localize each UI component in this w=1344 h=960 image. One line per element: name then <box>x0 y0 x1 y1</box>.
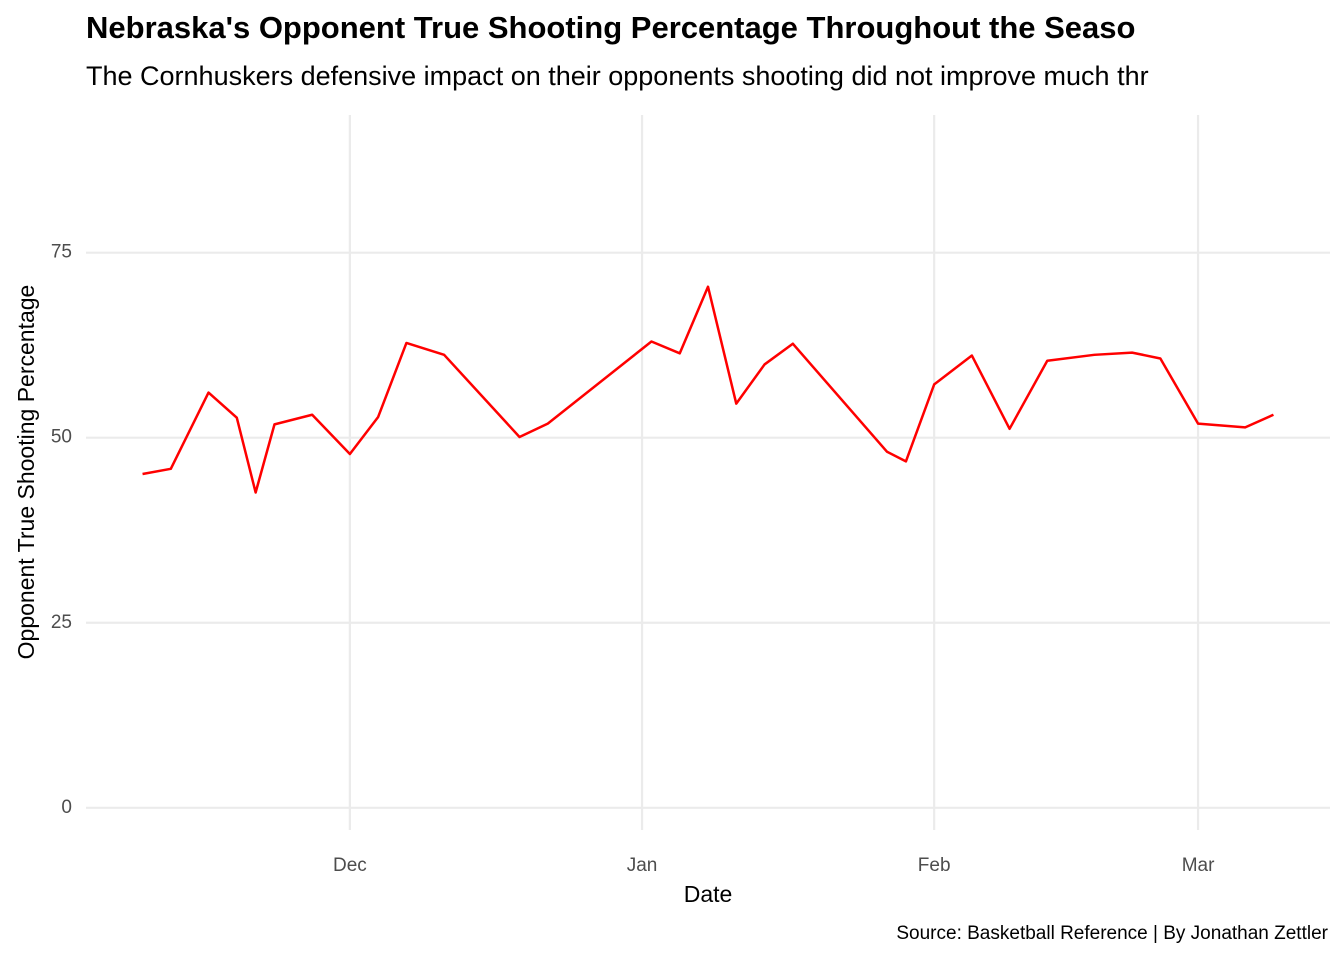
x-tick-label: Dec <box>333 855 367 876</box>
y-axis-label: Opponent True Shooting Percentage <box>13 285 39 660</box>
y-tick-label: 50 <box>51 427 72 448</box>
x-tick-label: Mar <box>1182 855 1215 876</box>
x-tick-label: Feb <box>918 855 951 876</box>
x-tick-label: Jan <box>627 855 658 876</box>
caption: Source: Basketball Reference | By Jonath… <box>896 923 1328 944</box>
y-tick-label: 75 <box>51 242 72 263</box>
chart-subtitle: The Cornhuskers defensive impact on thei… <box>86 61 1149 91</box>
x-axis-label: Date <box>684 881 733 907</box>
y-tick-label: 0 <box>61 797 72 818</box>
data-line <box>142 285 1274 494</box>
chart-title: Nebraska's Opponent True Shooting Percen… <box>86 10 1135 45</box>
y-tick-label: 25 <box>51 612 72 633</box>
